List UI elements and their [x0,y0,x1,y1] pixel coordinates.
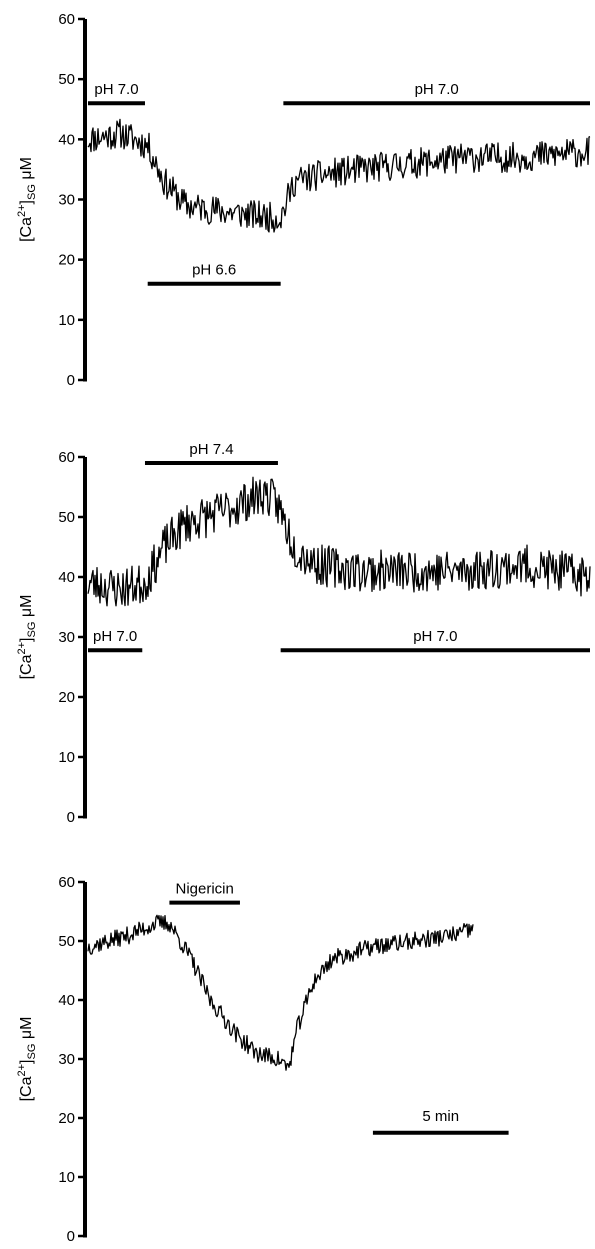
y-tick-label: 30 [58,192,75,209]
condition-label: pH 7.0 [413,628,457,645]
condition-label: pH 7.0 [93,628,137,645]
y-tick-label: 40 [58,992,75,1009]
calcium-trace-line [87,476,591,607]
condition-label: pH 7.0 [94,81,138,98]
y-tick-label: 60 [58,874,75,891]
calcium-trace-line [87,914,474,1071]
y-tick-label: 60 [58,11,75,28]
y-tick-label: 50 [58,509,75,526]
y-tick-label: 50 [58,71,75,88]
y-axis-label: [Ca2+]SG μM [16,1017,38,1102]
y-tick-label: 20 [58,252,75,269]
condition-label: pH 6.6 [192,262,236,279]
y-tick-label: 10 [58,312,75,329]
chart-panel-top: 0 10 20 30 40 50 60 [Ca2+]SG μM pH 7.0 pH 7.0 pH 6… [16,11,591,389]
y-tick-label: 0 [67,1228,75,1245]
chart-panel-bottom: 0 10 20 30 40 50 60 [Ca2+]SG μM Nigericin 5 min [16,874,509,1245]
y-tick-label: 30 [58,1051,75,1068]
y-tick-label: 10 [58,1169,75,1186]
calcium-trace-line [87,118,591,233]
y-tick-label: 60 [58,449,75,466]
y-tick-label: 30 [58,629,75,646]
y-axis-label: [Ca2+]SG μM [16,157,38,242]
y-tick-label: 20 [58,1110,75,1127]
y-tick-label: 10 [58,749,75,766]
chart-panel-middle: 0 10 20 30 40 50 60 [Ca2+]SG μM pH 7.4 pH 7.0 pH 7… [16,441,591,826]
y-tick-label: 40 [58,131,75,148]
condition-label: pH 7.4 [189,441,233,458]
y-tick-label: 40 [58,569,75,586]
y-axis-label: [Ca2+]SG μM [16,595,38,680]
time-scale-label: 5 min [422,1108,459,1125]
y-tick-label: 20 [58,689,75,706]
condition-label: Nigericin [176,881,234,898]
y-tick-label: 50 [58,933,75,950]
y-tick-label: 0 [67,372,75,389]
y-tick-label: 0 [67,809,75,826]
condition-label: pH 7.0 [415,81,459,98]
